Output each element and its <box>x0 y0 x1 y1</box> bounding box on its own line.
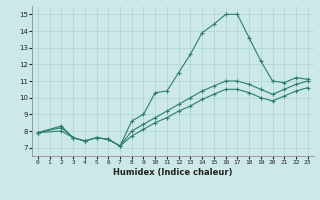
X-axis label: Humidex (Indice chaleur): Humidex (Indice chaleur) <box>113 168 233 177</box>
